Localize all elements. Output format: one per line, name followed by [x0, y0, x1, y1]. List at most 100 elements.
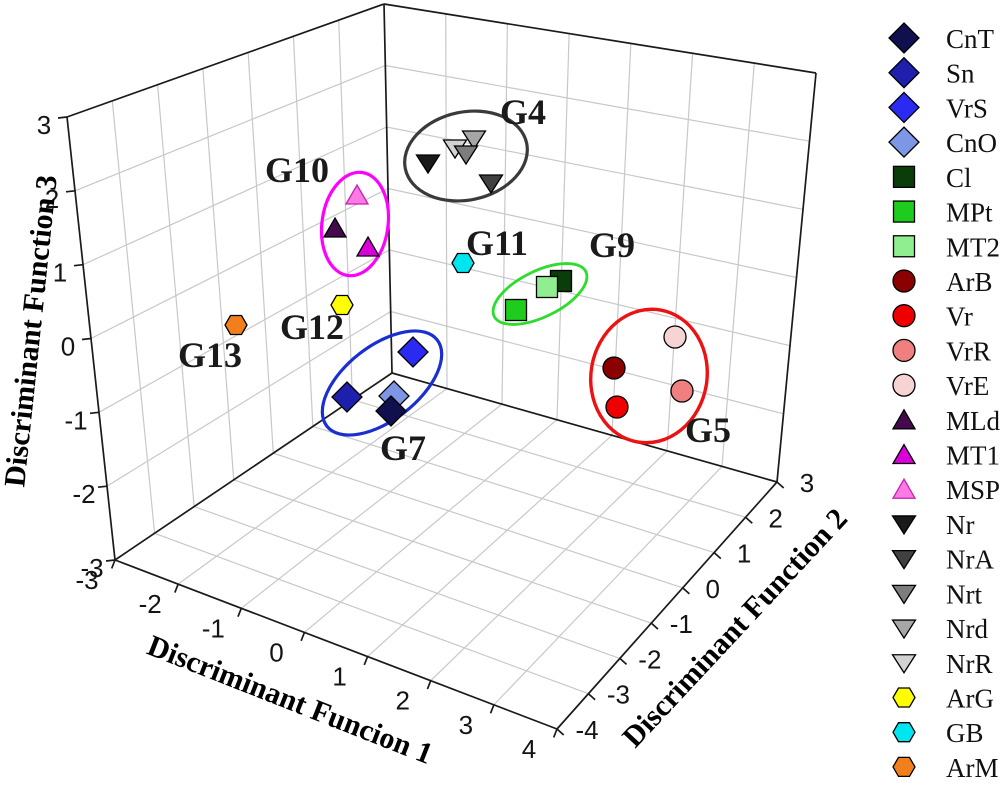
legend-label-GB: GB	[946, 718, 984, 748]
x-axis-tick-label: 0	[269, 637, 283, 667]
y-axis-tick-label: 2	[768, 503, 782, 533]
leftwall-z-gridline	[82, 126, 387, 266]
leftwall-z-gridline	[90, 187, 389, 340]
point-Nr	[415, 154, 441, 175]
legend-marker-MT1	[891, 443, 917, 465]
data-points	[224, 130, 694, 427]
legend-item-CnT: CnT	[888, 22, 995, 54]
group-label-G10: G10	[265, 150, 329, 190]
x-axis-tick	[110, 559, 116, 569]
rightwall-right-edge	[776, 72, 817, 483]
y-axis-tick	[745, 516, 753, 524]
y-axis-tick	[776, 481, 785, 489]
y-axis-tick	[556, 728, 565, 736]
group-ellipse-G4	[403, 109, 529, 203]
x-axis-tick	[552, 728, 558, 738]
legend-item-Nrd: Nrd	[891, 614, 988, 644]
group-ellipse-G5	[589, 307, 709, 445]
legend-marker-VrS	[888, 91, 920, 124]
legend-marker-Sn	[888, 56, 920, 89]
leftwall-y-gridline	[338, 20, 354, 400]
legend-item-MT2: MT2	[892, 232, 1000, 262]
legend-item-CnO: CnO	[888, 126, 997, 158]
y-axis-tick-label: -3	[607, 680, 630, 710]
z-axis-title: Discriminant Function 3	[0, 173, 64, 488]
x-axis-title: Discriminant Funcion 1	[143, 629, 437, 771]
point-Nrd	[461, 130, 487, 151]
legend-item-ArM: ArM	[892, 753, 999, 783]
legend-marker-Nr	[891, 515, 917, 536]
z-axis-tick	[73, 263, 84, 267]
z-axis-tick	[105, 559, 116, 562]
y-axis-tick	[713, 551, 722, 560]
legend-label-Cl: Cl	[946, 163, 972, 193]
group-ellipse-G9	[491, 262, 589, 326]
y-axis-tick	[650, 622, 659, 630]
x-axis-tick-label: 2	[395, 686, 409, 716]
legend-item-NrR: NrR	[891, 649, 993, 679]
leftwall-y-gridline	[247, 52, 274, 454]
legend-marker-NrR	[891, 654, 917, 674]
x-axis-line	[114, 559, 558, 730]
leftwall-z-gridline	[106, 310, 391, 487]
y-axis-tick-label: 3	[800, 468, 814, 498]
point-MLd	[322, 216, 348, 238]
group-labels: G4 G10 G11 G9 G12 G13 G7 G5	[178, 92, 731, 468]
legend-marker-GB	[892, 722, 916, 743]
z-axis-tick	[81, 337, 92, 341]
point-MSP	[344, 183, 370, 205]
rightwall-z-gridline	[390, 310, 784, 415]
y-axis-line	[556, 481, 778, 730]
legend-marker-ArG	[892, 687, 916, 708]
rightwall-bottom-edge	[391, 372, 778, 483]
z-axis-tick-label: 3	[37, 110, 51, 140]
legend-item-Sn: Sn	[888, 56, 975, 89]
legend-label-VrS: VrS	[946, 93, 988, 123]
leftwall-top-edge	[66, 3, 385, 118]
point-MT2	[535, 275, 559, 299]
rightwall-x-gridline	[666, 53, 694, 451]
group-label-G4: G4	[500, 92, 546, 132]
floor-y-gridline	[154, 532, 589, 695]
legend-label-MLd: MLd	[946, 406, 1000, 436]
x-axis-tick-label: -2	[139, 589, 162, 619]
legend-item-MLd: MLd	[891, 406, 1000, 436]
legend-label-Nr: Nr	[946, 510, 975, 540]
rightwall-top-edge	[383, 3, 817, 74]
legend-marker-CnT	[888, 22, 920, 54]
x-axis-tick	[489, 704, 495, 714]
z-axis-tick	[97, 485, 108, 489]
legend-label-CnT: CnT	[946, 24, 995, 54]
point-VrE	[663, 325, 687, 349]
point-VrS	[397, 336, 429, 368]
point-MPt	[504, 298, 528, 322]
leftwall-y-gridline	[156, 84, 195, 507]
x-axis-tick	[174, 583, 179, 593]
floor-x-gridline	[367, 434, 613, 658]
z-axis-tick-label: 0	[61, 332, 75, 362]
legend-marker-ArB	[892, 269, 916, 293]
floor-x-gridline	[493, 466, 723, 706]
wall-corner-edge	[383, 3, 393, 374]
legend-marker-MLd	[891, 408, 917, 430]
point-VrR	[670, 379, 694, 403]
point-Sn	[331, 381, 363, 413]
legend-label-CnO: CnO	[946, 128, 997, 158]
leftwall-y-gridline	[202, 68, 235, 480]
legend: CnT Sn VrS CnO Cl MPt MT2 ArB Vr VrR VrE MLd MT1 MSP N…	[888, 22, 1000, 783]
point-Nrt	[453, 145, 479, 166]
point-Vr	[605, 395, 629, 419]
legend-label-MPt: MPt	[946, 198, 993, 228]
floor-y-gridline	[312, 425, 715, 554]
x-axis-tick-label: -3	[75, 565, 98, 595]
legend-label-MT2: MT2	[946, 232, 1000, 262]
point-ArG	[330, 294, 354, 316]
y-axis-tick	[587, 693, 596, 701]
y-axis-tick-label: 0	[705, 574, 719, 604]
legend-marker-Nrd	[891, 619, 917, 640]
group-label-G7: G7	[380, 428, 426, 468]
z-axis-tick-label: -2	[72, 479, 95, 509]
y-axis-tick	[619, 657, 628, 666]
rightwall-z-gridline	[385, 64, 810, 142]
